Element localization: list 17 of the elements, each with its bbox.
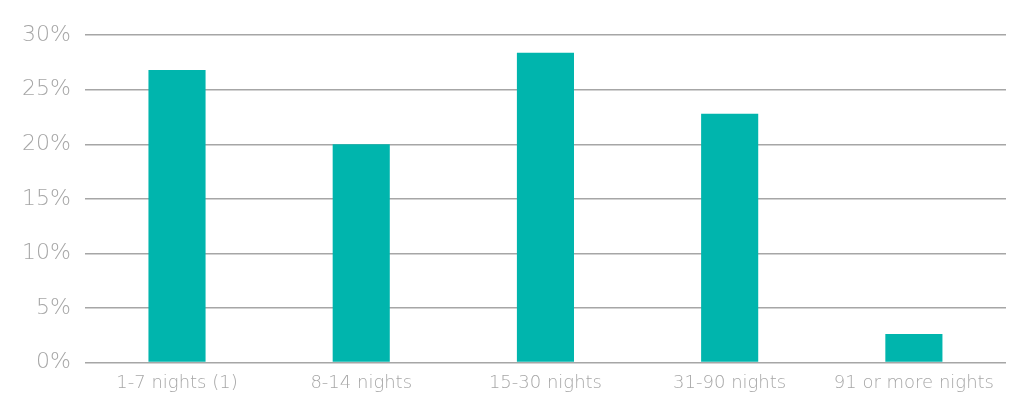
y-tick-label: 30% (21, 20, 71, 46)
bar (516, 52, 574, 362)
x-tick-label: 15-30 nights (488, 370, 602, 392)
x-tick-label: 1-7 nights (1) (116, 370, 238, 392)
y-tick-label: 25% (21, 75, 71, 101)
x-tick-label: 91 or more nights (833, 370, 994, 392)
y-tick-label: 10% (21, 239, 71, 265)
bar (701, 113, 759, 362)
bar (885, 334, 943, 362)
y-tick-label: 20% (21, 129, 71, 155)
bar (148, 70, 206, 362)
y-tick-label: 15% (21, 184, 71, 210)
bar (332, 144, 390, 362)
x-tick-label: 31-90 nights (673, 370, 787, 392)
x-tick-label: 8-14 nights (310, 370, 413, 392)
y-tick-label: 0% (35, 348, 71, 374)
y-tick-label: 5% (35, 293, 71, 319)
